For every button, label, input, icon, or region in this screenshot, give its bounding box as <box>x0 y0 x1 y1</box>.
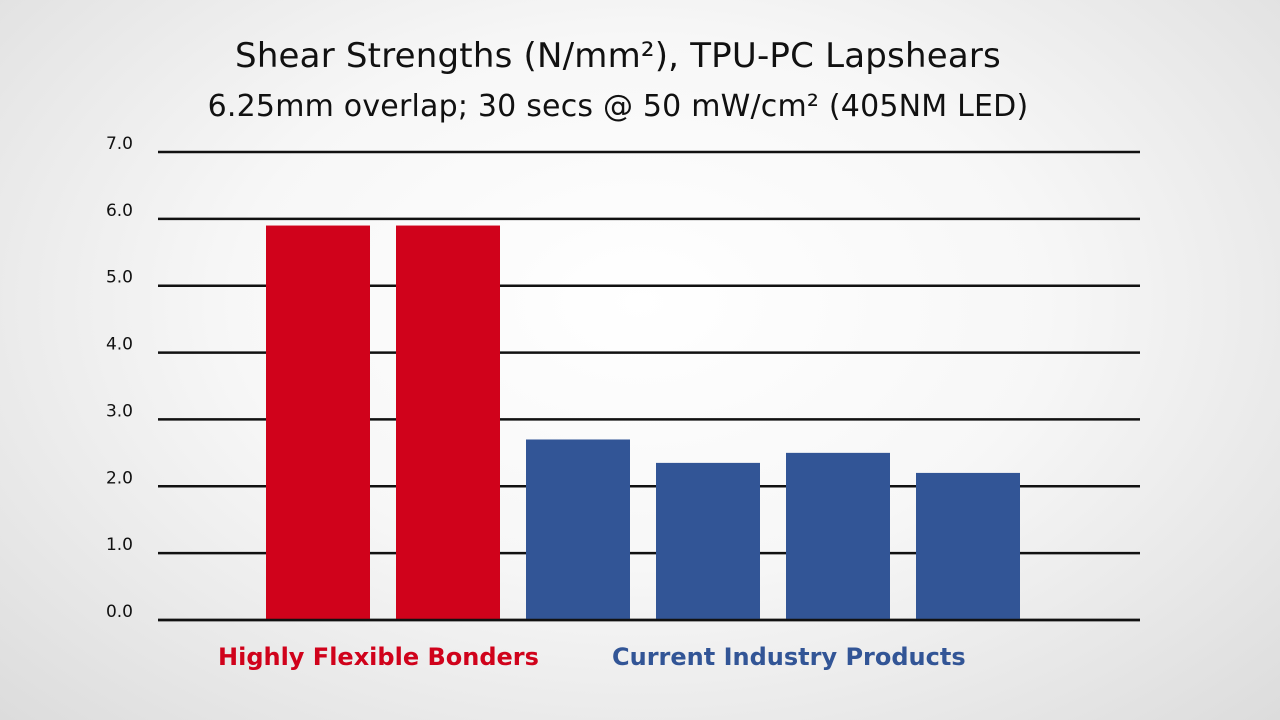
y-tick-label: 3.0 <box>106 401 133 421</box>
legend-current-industry-products: Current Industry Products <box>612 643 966 671</box>
bar-2 <box>396 225 500 621</box>
y-tick-label: 0.0 <box>106 602 133 622</box>
bar-4 <box>656 462 760 620</box>
y-tick-label: 7.0 <box>106 134 133 154</box>
chart-subtitle: 6.25mm overlap; 30 secs @ 50 mW/cm² (405… <box>207 89 1029 124</box>
y-tick-label: 5.0 <box>106 268 133 288</box>
y-tick-label: 6.0 <box>106 201 133 221</box>
bar-3 <box>526 439 630 620</box>
chart-title: Shear Strengths (N/mm²), TPU-PC Lapshear… <box>235 36 1001 76</box>
y-tick-label: 2.0 <box>106 468 133 488</box>
y-tick-label: 1.0 <box>106 535 133 555</box>
bar-6 <box>916 472 1020 620</box>
legend-highly-flexible-bonders: Highly Flexible Bonders <box>218 643 539 671</box>
bar-1 <box>266 225 370 621</box>
bar-5 <box>786 452 890 620</box>
y-tick-label: 4.0 <box>106 335 133 355</box>
